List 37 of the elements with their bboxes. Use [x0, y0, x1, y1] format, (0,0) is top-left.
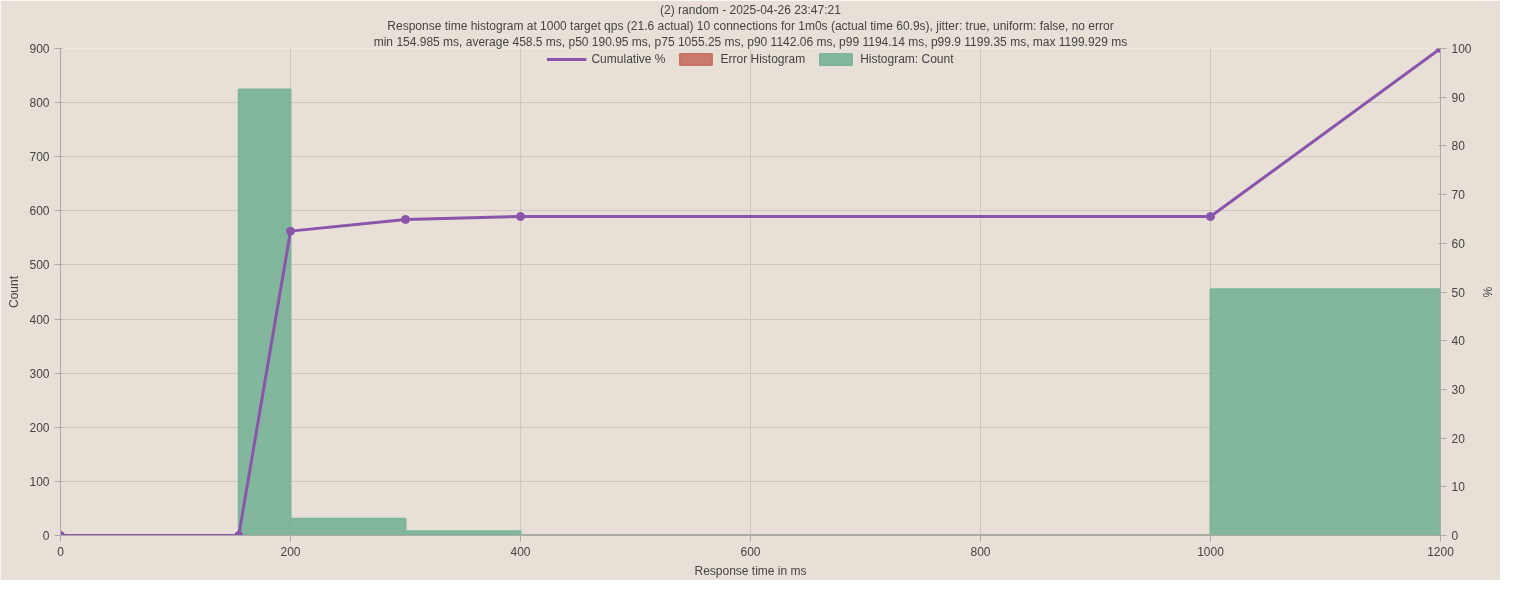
y-tick-label: 100 [29, 474, 50, 489]
y-tick-label: 800 [29, 96, 50, 111]
y2-tick-label: 70 [1451, 188, 1466, 203]
legend-label: Cumulative % [591, 52, 666, 66]
x-axis-title: Response time in ms [694, 563, 807, 578]
y-axis-title: Count [7, 275, 22, 309]
y2-tick-label: 10 [1451, 480, 1466, 495]
y2-tick-label: 80 [1451, 139, 1466, 154]
y-tick-label: 600 [29, 204, 50, 219]
y2-tick-label: 40 [1451, 334, 1466, 349]
y-tick-label: 400 [29, 312, 50, 327]
chart-title: (2) random - 2025-04-26 23:47:21 [660, 2, 842, 17]
y-tick-label: 300 [29, 366, 50, 381]
legend-label: Error Histogram [720, 52, 806, 66]
x-tick-label: 200 [280, 544, 301, 559]
annotation: min 154.985 ms, average 458.5 ms, p50 190.95 ms, p75 1055.25 ms, p90 1142.06 ms, p99 1194.14 ms, p99.9 1199.35 ms, max 1199.929 ms [373, 34, 1128, 49]
y2-tick-label: 0 [1451, 529, 1459, 543]
y2-tick-label: 60 [1451, 236, 1466, 251]
y-tick-label: 700 [29, 150, 50, 165]
legend-label: Histogram: Count [860, 52, 954, 66]
y-tick-label: 900 [29, 42, 50, 56]
x-tick-label: 400 [510, 544, 531, 559]
y-tick-label: 0 [42, 529, 50, 543]
y2-tick-label: 50 [1451, 285, 1466, 300]
x-tick-label: 1200 [1427, 544, 1455, 559]
x-tick-label: 0 [57, 544, 65, 559]
chart-subtitle: Response time histogram at 1000 target qps (21.6 actual) 10 connections for 1m0s (actual time 60.9s), jitter: true, uniform: false, no error [387, 18, 1114, 33]
x-tick-label: 1000 [1197, 544, 1225, 559]
y2-axis-title: % [1479, 286, 1494, 298]
y-tick-label: 500 [29, 258, 50, 273]
x-tick-label: 800 [970, 544, 991, 559]
x-tick-label: 600 [740, 544, 761, 559]
y2-tick-label: 30 [1451, 382, 1466, 397]
y2-tick-label: 20 [1451, 431, 1466, 446]
y2-tick-label: 100 [1451, 42, 1472, 56]
y2-tick-label: 90 [1451, 90, 1466, 105]
y-tick-label: 200 [29, 420, 50, 435]
